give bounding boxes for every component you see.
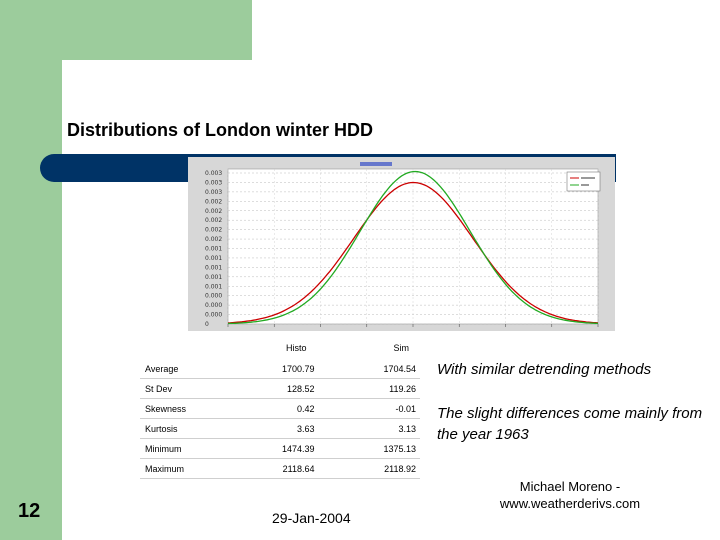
row-label: St Dev: [140, 378, 247, 399]
slide-number: 12: [18, 500, 41, 522]
row-sim-value: 2118.92: [314, 458, 420, 479]
row-label: Skewness: [140, 398, 247, 419]
y-tick-label: 0.001: [205, 255, 222, 262]
y-tick-label: 0.003: [205, 179, 222, 186]
y-tick-label: 0.003: [205, 189, 222, 196]
background-green-left: [0, 0, 62, 470]
y-tick-label: 0.000: [205, 293, 222, 300]
row-label: Average: [140, 359, 247, 379]
row-label: Minimum: [140, 438, 247, 459]
table-header-row: Histo Sim: [140, 337, 420, 359]
author-name: Michael Moreno -: [519, 479, 621, 494]
y-tick-label: 0.003: [205, 170, 222, 177]
y-tick-label: 0.002: [205, 217, 222, 224]
y-tick-label: 0.001: [205, 264, 222, 271]
footer-date: 29-Jan-2004: [272, 510, 351, 526]
series-lines: [227, 170, 599, 325]
row-histo-value: 0.42: [246, 398, 315, 419]
x-tick-marks: [227, 324, 599, 327]
y-tick-labels: 0.003 0.003 0.003 0.002 0.002 0.002 0.002 0.002…: [205, 170, 222, 328]
y-tick-label: 0: [205, 321, 209, 328]
table-header-sim: Sim: [393, 343, 410, 353]
chart-legend-title: [360, 162, 392, 166]
row-sim-value: 1375.13: [314, 438, 420, 459]
y-tick-label: 0.002: [205, 198, 222, 205]
chart-svg: 0.003 0.003 0.003 0.002 0.002 0.002 0.002 0.002…: [205, 162, 601, 328]
series-line-histo: [227, 181, 599, 324]
note-detrending: With similar detrending methods: [437, 361, 652, 378]
row-sim-value: 119.26: [314, 378, 420, 399]
footer-author: Michael Moreno - www.weatherderivs.com: [470, 478, 670, 512]
y-tick-label: 0.001: [205, 283, 222, 290]
y-tick-label: 0.000: [205, 312, 222, 319]
row-sim-value: 1704.54: [314, 359, 420, 379]
legend-label-sim: [581, 184, 589, 186]
series-line-sim: [227, 170, 599, 325]
table-header-histo: Histo: [286, 343, 307, 353]
y-tick-label: 0.002: [205, 208, 222, 215]
table-row: Skewness 0.42 -0.01: [140, 398, 420, 419]
row-histo-value: 128.52: [246, 378, 315, 399]
row-sim-value: -0.01: [314, 398, 420, 419]
distribution-chart: 0.003 0.003 0.003 0.002 0.002 0.002 0.002 0.002…: [188, 157, 615, 331]
table-row: Maximum 2118.64 2118.92: [140, 458, 420, 479]
y-tick-label: 0.000: [205, 302, 222, 309]
row-histo-value: 2118.64: [246, 458, 315, 479]
table-row: St Dev 128.52 119.26: [140, 378, 420, 399]
row-histo-value: 1474.39: [246, 438, 315, 459]
y-tick-label: 0.001: [205, 246, 222, 253]
row-histo-value: 1700.79: [246, 359, 315, 379]
table-header-cell: [140, 337, 246, 359]
row-sim-value: 3.13: [314, 418, 420, 439]
slide-title: Distributions of London winter HDD: [67, 120, 373, 140]
table-row: Minimum 1474.39 1375.13: [140, 438, 420, 459]
stats-table: Histo Sim Average 1700.79 1704.54 St Dev…: [140, 337, 420, 479]
y-tick-label: 0.001: [205, 274, 222, 281]
table-row: Average 1700.79 1704.54: [140, 359, 420, 379]
y-tick-label: 0.002: [205, 236, 222, 243]
background-green-bottom: [0, 470, 62, 540]
row-histo-value: 3.63: [246, 418, 315, 439]
legend-label-histo: [581, 177, 595, 179]
row-label: Maximum: [140, 458, 247, 479]
row-label: Kurtosis: [140, 418, 247, 439]
note-differences: The slight differences come mainly from …: [437, 405, 703, 443]
chart-legend: [566, 171, 601, 192]
grid-lines: [227, 169, 599, 325]
y-tick-label: 0.002: [205, 227, 222, 234]
table-row: Kurtosis 3.63 3.13: [140, 418, 420, 439]
author-website: www.weatherderivs.com: [499, 496, 641, 511]
